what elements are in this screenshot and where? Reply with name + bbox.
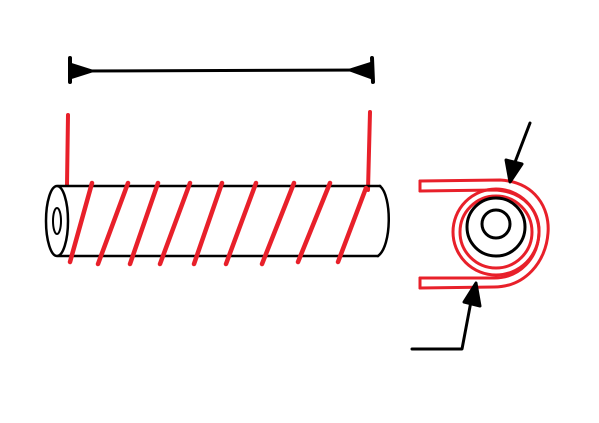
coil-leads xyxy=(65,110,372,192)
winding-end-view xyxy=(418,178,550,290)
upper-pointer-head xyxy=(504,158,524,184)
right-arrowhead-fill xyxy=(348,61,374,80)
winding-turn xyxy=(259,180,297,267)
winding-turn xyxy=(95,180,131,267)
core-left-end xyxy=(44,184,70,258)
winding-turn xyxy=(335,185,369,265)
lower-pointer-head xyxy=(462,281,482,308)
core-bore xyxy=(52,207,62,235)
end-view-winding-ring-outer xyxy=(451,187,541,277)
dimension-line xyxy=(73,68,370,73)
lower-pointer-line xyxy=(410,294,474,351)
left-lead xyxy=(65,113,70,187)
winding-turn xyxy=(191,180,225,267)
winding-turn xyxy=(127,180,161,267)
end-view-core-outer xyxy=(465,196,527,258)
end-view-winding-ring-inner xyxy=(458,194,534,270)
end-view-outer-loop xyxy=(418,178,550,290)
core-right-end xyxy=(376,184,390,258)
pointer-arrows xyxy=(410,121,532,351)
dimension-arrow xyxy=(68,56,375,84)
right-lead xyxy=(366,110,372,192)
winding-turn xyxy=(295,180,333,265)
helical-winding xyxy=(67,180,369,267)
winding-turn xyxy=(157,180,193,267)
winding-turn xyxy=(67,180,95,265)
winding-turn xyxy=(223,180,259,267)
left-arrowhead-fill xyxy=(68,62,94,80)
end-view-core-bore xyxy=(480,208,512,240)
